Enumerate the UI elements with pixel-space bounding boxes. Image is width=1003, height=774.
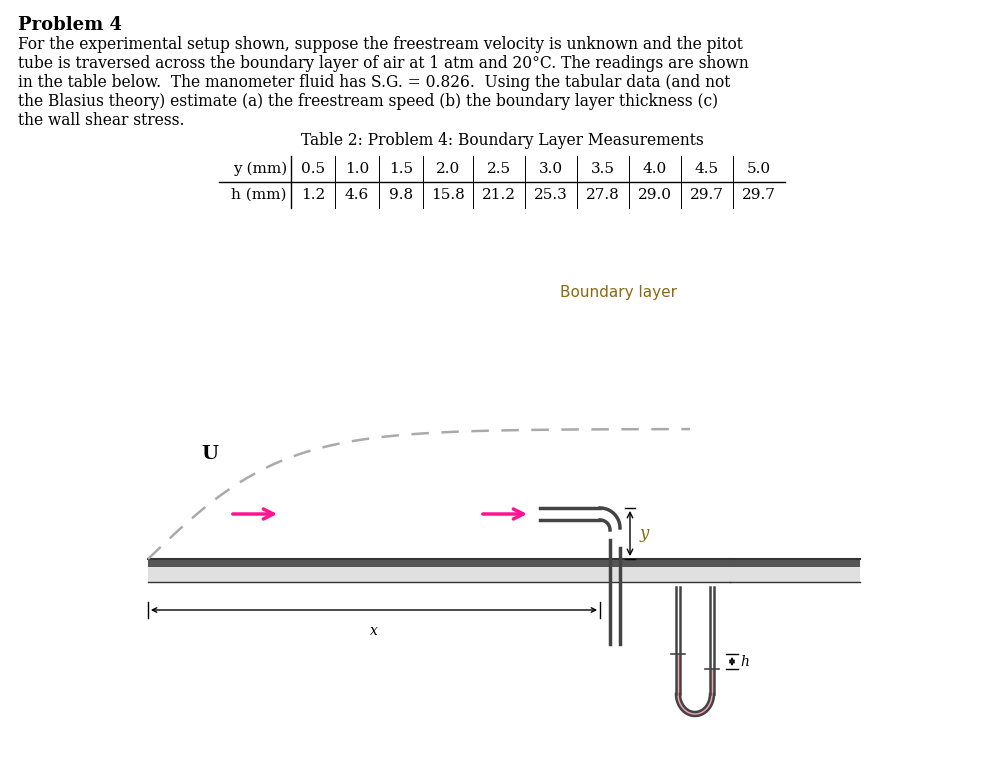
Text: 29.0: 29.0 (637, 188, 671, 202)
Text: For the experimental setup shown, suppose the freestream velocity is unknown and: For the experimental setup shown, suppos… (18, 36, 742, 53)
Text: x: x (370, 624, 377, 638)
Text: 4.6: 4.6 (345, 188, 369, 202)
Bar (147, 559, 729, 567)
Text: in the table below.  The manometer fluid has S.G. = 0.826.  Using the tabular da: in the table below. The manometer fluid … (18, 74, 729, 91)
Text: 29.7: 29.7 (741, 188, 775, 202)
Text: 15.8: 15.8 (430, 188, 464, 202)
Text: Problem 4: Problem 4 (18, 16, 122, 34)
Text: 1.2: 1.2 (301, 188, 325, 202)
Text: 1.0: 1.0 (345, 162, 369, 176)
Text: the wall shear stress.: the wall shear stress. (18, 112, 185, 129)
Text: 2.5: 2.5 (486, 162, 511, 176)
Text: 2.0: 2.0 (435, 162, 459, 176)
Text: 4.0: 4.0 (642, 162, 666, 176)
Text: 21.2: 21.2 (481, 188, 516, 202)
Text: y (mm): y (mm) (233, 162, 287, 176)
Text: Table 2: Problem 4: Boundary Layer Measurements: Table 2: Problem 4: Boundary Layer Measu… (300, 132, 703, 149)
Text: 0.5: 0.5 (301, 162, 325, 176)
Text: 1.5: 1.5 (388, 162, 412, 176)
Text: Boundary layer: Boundary layer (560, 285, 676, 300)
Text: 3.0: 3.0 (539, 162, 563, 176)
Text: U: U (202, 445, 219, 463)
Text: h: h (739, 655, 748, 669)
Bar (729, 559, 860, 567)
Bar (729, 559, 860, 582)
Text: 25.3: 25.3 (534, 188, 568, 202)
Text: h (mm): h (mm) (232, 188, 287, 202)
Text: y: y (639, 525, 649, 542)
Text: tube is traversed across the boundary layer of air at 1 atm and 20°C. The readin: tube is traversed across the boundary la… (18, 55, 748, 72)
Text: 5.0: 5.0 (746, 162, 770, 176)
Text: 29.7: 29.7 (689, 188, 723, 202)
Text: 4.5: 4.5 (694, 162, 718, 176)
Polygon shape (675, 694, 713, 716)
Text: 3.5: 3.5 (591, 162, 615, 176)
Bar (147, 559, 729, 582)
Text: 9.8: 9.8 (388, 188, 412, 202)
Text: 27.8: 27.8 (586, 188, 619, 202)
Text: the Blasius theory) estimate (a) the freestream speed (b) the boundary layer thi: the Blasius theory) estimate (a) the fre… (18, 93, 717, 110)
